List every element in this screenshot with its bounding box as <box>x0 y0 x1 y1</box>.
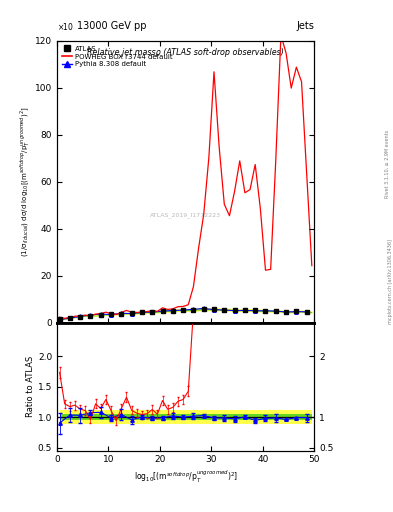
Text: Relative jet massρ (ATLAS soft-drop observables): Relative jet massρ (ATLAS soft-drop obse… <box>87 48 284 57</box>
Text: 13000 GeV pp: 13000 GeV pp <box>77 20 146 31</box>
Legend: ATLAS, POWHEG BOX r3744 default, Pythia 8.308 default: ATLAS, POWHEG BOX r3744 default, Pythia … <box>61 45 174 69</box>
Text: ATLAS_2019_I1772223: ATLAS_2019_I1772223 <box>150 212 221 219</box>
Text: Jets: Jets <box>297 20 314 31</box>
Y-axis label: (1/σ$_{fiducial}$) dσ/d log$_{10}$[(m$^{soft drop}$/p$_T^{ungroomed}$)$^2$]: (1/σ$_{fiducial}$) dσ/d log$_{10}$[(m$^{… <box>19 106 32 257</box>
Text: Rivet 3.1.10, ≥ 2.9M events: Rivet 3.1.10, ≥ 2.9M events <box>385 130 390 198</box>
Text: mcplots.cern.ch [arXiv:1306.3436]: mcplots.cern.ch [arXiv:1306.3436] <box>387 239 393 324</box>
Y-axis label: Ratio to ATLAS: Ratio to ATLAS <box>26 356 35 417</box>
Text: $\times\!10$: $\times\!10$ <box>57 21 73 32</box>
X-axis label: log$_{10}$[(m$^{soft drop}$/p$_T^{ungroomed}$)$^2$]: log$_{10}$[(m$^{soft drop}$/p$_T^{ungroo… <box>134 468 238 485</box>
